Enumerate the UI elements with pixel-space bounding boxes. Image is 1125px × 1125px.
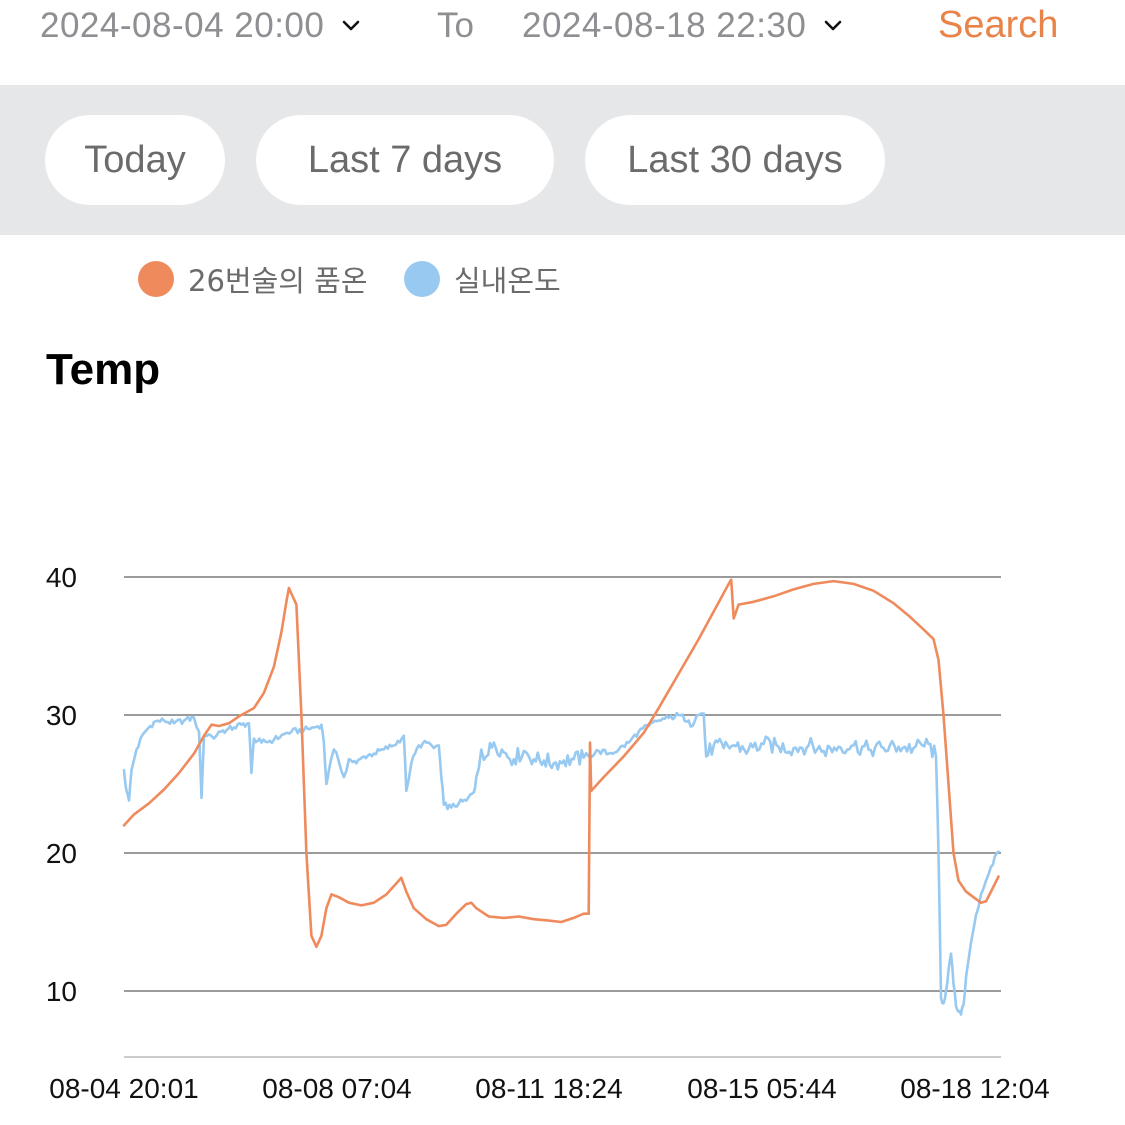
- y-tick-label: 10: [46, 976, 77, 1007]
- legend-item-series-1[interactable]: 26번술의 품온: [138, 258, 368, 300]
- legend-dot-series-1: [138, 261, 174, 297]
- start-date-value: 2024-08-04 20:00: [40, 6, 325, 45]
- chart-title: Temp: [46, 345, 161, 394]
- to-label: To: [437, 6, 474, 45]
- legend-label-series-2: 실내온도: [454, 264, 561, 298]
- chevron-down-icon: [825, 20, 842, 31]
- legend-item-series-2[interactable]: 실내온도: [404, 258, 561, 300]
- today-button[interactable]: Today: [45, 115, 225, 205]
- x-tick-label: 08-15 05:44: [687, 1073, 836, 1104]
- search-button[interactable]: Search: [938, 4, 1059, 46]
- x-tick-label: 08-08 07:04: [262, 1073, 411, 1104]
- x-tick-label: 08-18 12:04: [900, 1073, 1049, 1104]
- date-range-header: 2024-08-04 20:00 To 2024-08-18 22:30 Sea…: [0, 0, 1125, 85]
- y-tick-label: 40: [46, 562, 77, 593]
- legend-dot-series-2: [404, 261, 440, 297]
- quick-range-bar: Today Last 7 days Last 30 days: [0, 85, 1125, 235]
- series-line-1: [122, 578, 1000, 949]
- last-30-days-button[interactable]: Last 30 days: [585, 115, 885, 205]
- x-tick-label: 08-04 20:01: [49, 1073, 198, 1104]
- last-7-days-button[interactable]: Last 7 days: [256, 115, 554, 205]
- chart-legend: 26번술의 품온 실내온도: [0, 258, 1125, 304]
- series-line-2: [122, 711, 1000, 1016]
- y-tick-label: 20: [46, 838, 77, 869]
- end-date-picker[interactable]: 2024-08-18 22:30: [522, 6, 844, 46]
- y-tick-label: 30: [46, 700, 77, 731]
- start-date-picker[interactable]: 2024-08-04 20:00: [40, 6, 362, 46]
- end-date-value: 2024-08-18 22:30: [522, 6, 807, 45]
- chevron-down-icon: [343, 20, 360, 31]
- legend-label-series-1: 26번술의 품온: [188, 264, 368, 298]
- x-tick-label: 08-11 18:24: [475, 1073, 622, 1104]
